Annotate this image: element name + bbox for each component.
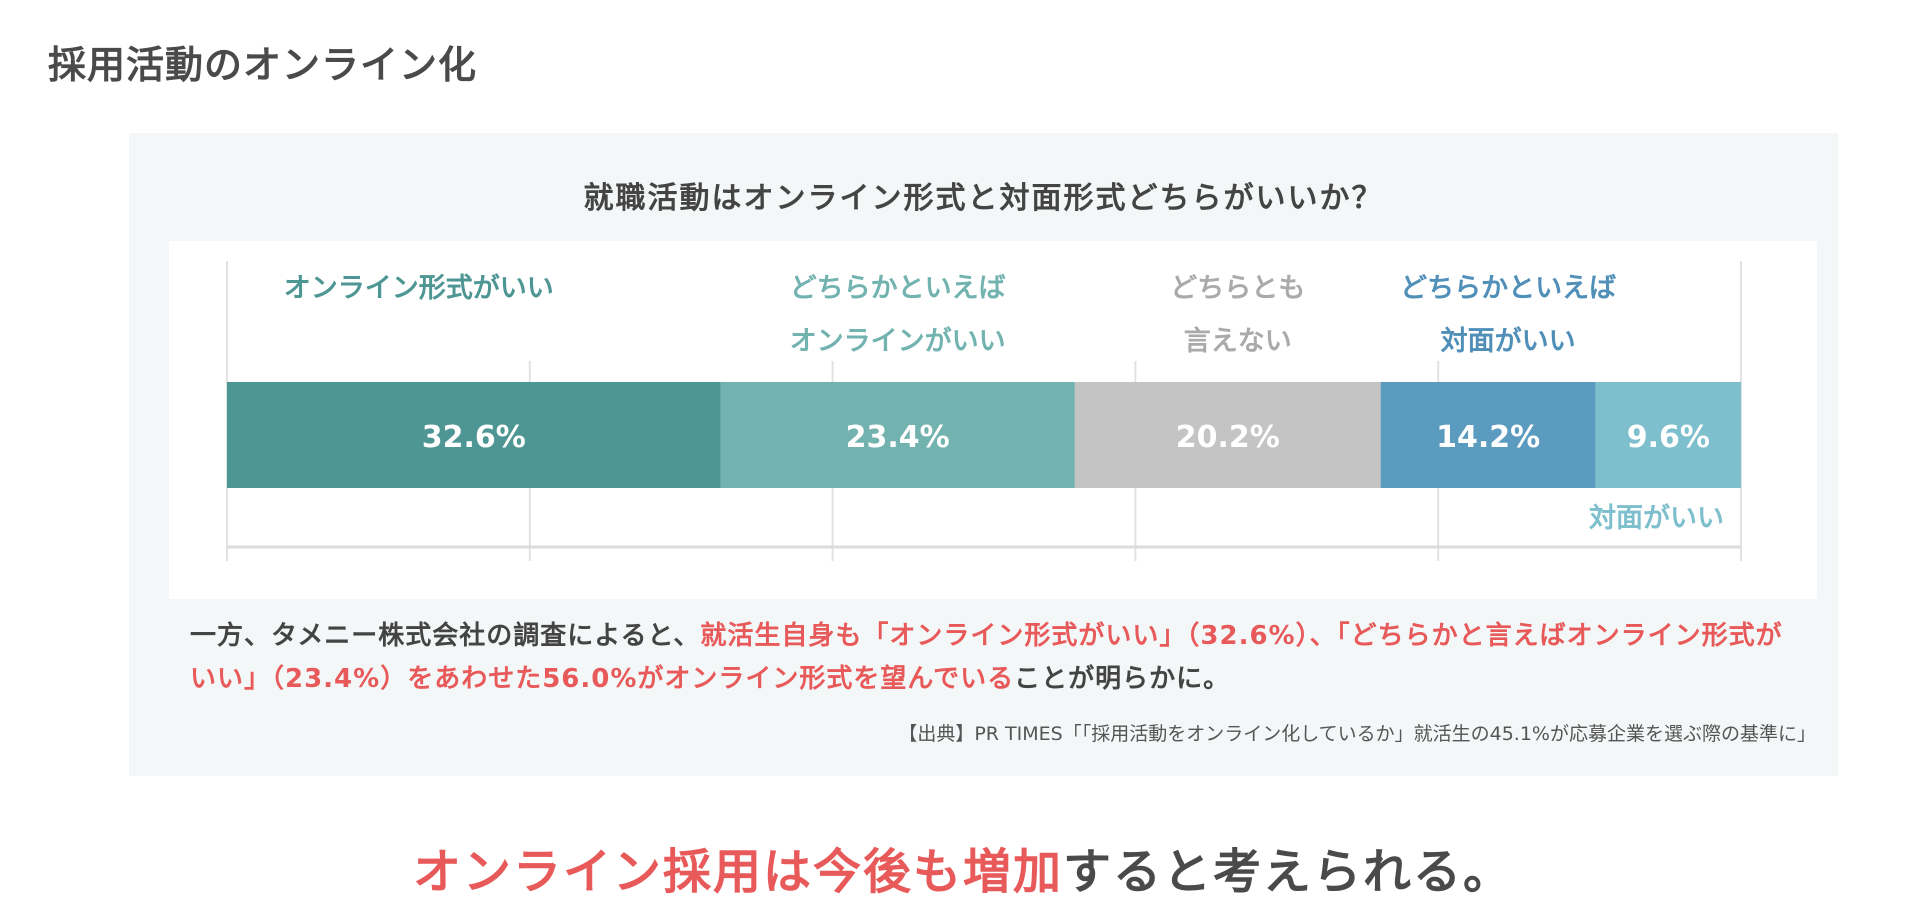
chart-title: 就職活動はオンライン形式と対面形式どちらがいいか？ — [583, 181, 1384, 216]
bar-segment — [227, 382, 721, 488]
bar-value-label: 32.6% — [422, 420, 526, 455]
category-label: 言えない — [1184, 326, 1292, 357]
bar-value-label: 14.2% — [1436, 420, 1540, 455]
category-label: 対面がいい — [1589, 502, 1724, 534]
headline: オンライン採用は今後も増加すると考えられる。 — [0, 832, 1926, 902]
slide-title: 採用活動のオンライン化 — [48, 43, 478, 87]
headline-highlight: オンライン採用は今後も増加 — [412, 844, 1063, 900]
para-text-1: 一方、タメニー株式会社の調査によると、 — [190, 621, 701, 651]
category-label: オンラインがいい — [790, 325, 1006, 357]
category-label: どちらかといえば — [790, 273, 1006, 304]
bar-value-label: 23.4% — [846, 420, 950, 455]
bar-value-label: 20.2% — [1176, 420, 1280, 455]
chart-area: 32.6% オンライン形式がいい 23.4% どちらかといえば オンラインがいい 20.2… — [169, 241, 1817, 599]
category-label: オンライン形式がいい — [284, 272, 554, 304]
bar-segment — [1074, 382, 1381, 488]
category-label: 対面がいい — [1441, 325, 1576, 357]
bar-value-label: 9.6% — [1627, 420, 1710, 455]
category-label: どちらかといえば — [1400, 273, 1616, 304]
para-text-2: ことが明らかに。 — [1014, 664, 1231, 694]
bar-segment — [720, 382, 1075, 488]
headline-rest: すると考えられる。 — [1063, 844, 1514, 900]
category-label: どちらとも — [1170, 273, 1305, 304]
bar-segment — [1595, 382, 1741, 488]
description-paragraph: 一方、タメニー株式会社の調査によると、就活生自身も「オンライン形式がいい」（32… — [190, 615, 1790, 701]
bar-segment — [1380, 382, 1596, 488]
stacked-bar-chart: 32.6%オンライン形式がいい23.4%どちらかといえばオンラインがいい20.2… — [226, 261, 1742, 561]
para-highlight: 就活生自身も「オンライン形式がいい」（32.6%）、「どちらかと言えばオンライン… — [190, 621, 1783, 694]
source-citation: 【出典】PR TIMES「「採用活動をオンライン化しているか」就活生の45.1%… — [898, 723, 1816, 745]
chart-panel: 就職活動はオンライン形式と対面形式どちらがいいか？ 32.6% オンライン形式がい… — [129, 133, 1838, 776]
